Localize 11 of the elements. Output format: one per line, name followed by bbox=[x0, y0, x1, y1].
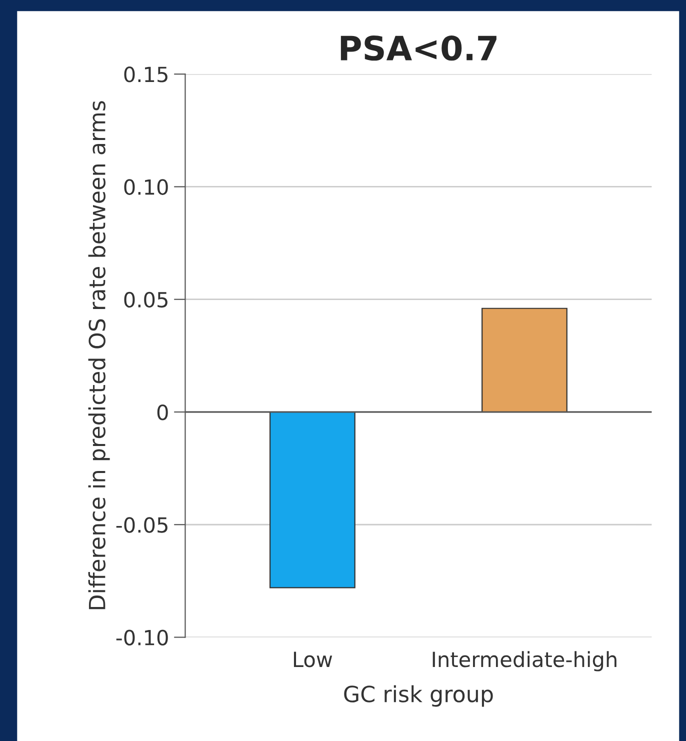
y-tick-label: -0.05 bbox=[116, 517, 168, 533]
x-tick-label: Intermediate-high bbox=[432, 651, 616, 672]
x-axis-title: GC risk group bbox=[344, 685, 493, 707]
y-tick-label: -0.10 bbox=[116, 630, 168, 646]
chart-title: PSA<0.7 bbox=[340, 35, 496, 61]
x-tick-label: Low bbox=[294, 652, 332, 668]
y-tick-label: 0.10 bbox=[124, 179, 168, 195]
y-tick-label: 0.05 bbox=[124, 292, 168, 308]
y-tick-label: 0.15 bbox=[124, 66, 168, 82]
y-tick-label: 0 bbox=[157, 404, 168, 420]
y-axis-title: Difference in predicted OS rate between arms bbox=[88, 101, 110, 610]
